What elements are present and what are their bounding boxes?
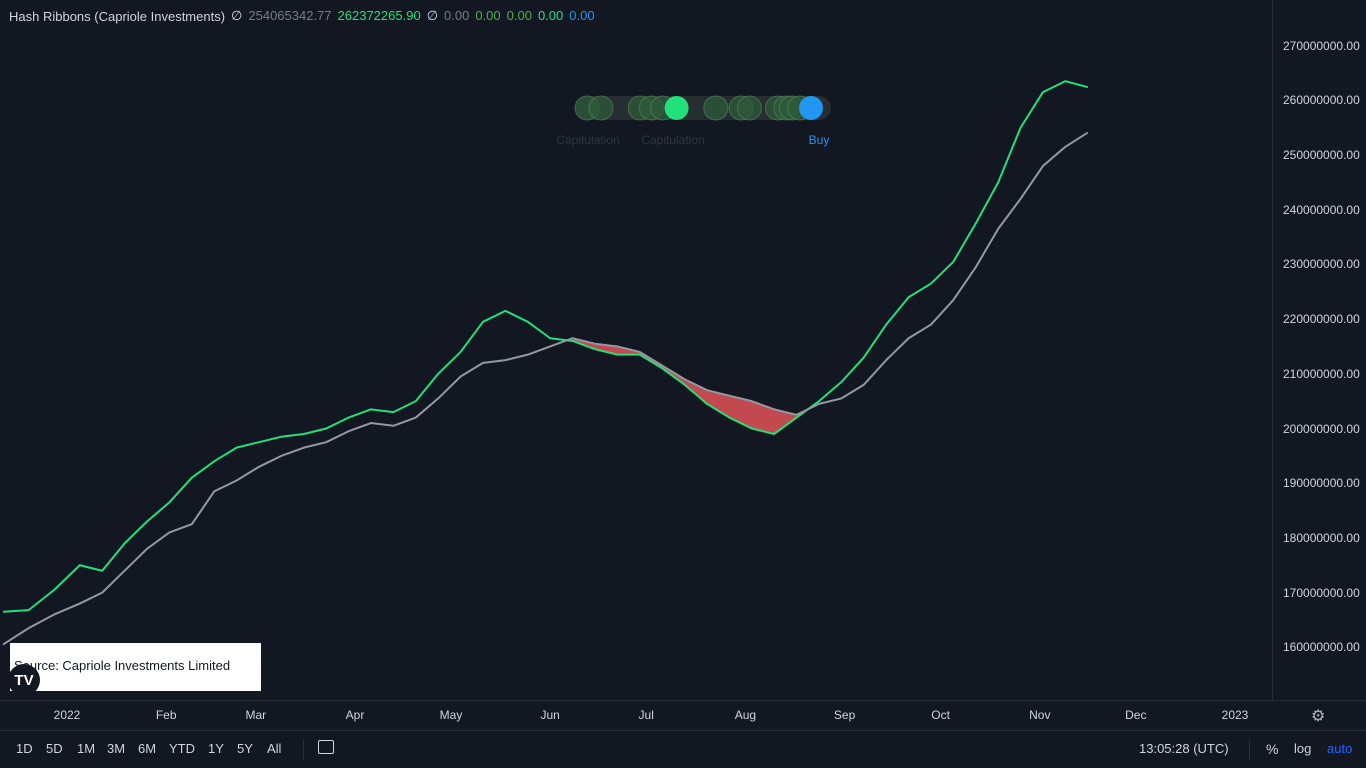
fast-series-line bbox=[2, 80, 1089, 613]
x-tick-label: Aug bbox=[734, 708, 757, 722]
bottom-toolbar: 1D 5D 1M 3M 6M YTD 1Y 5Y All 13:05:28 (UTC) % lo… bbox=[0, 730, 1366, 768]
divider bbox=[303, 739, 304, 761]
compare-date-range-icon[interactable] bbox=[318, 740, 334, 754]
x-tick-label: May bbox=[439, 708, 463, 722]
legend-value: 0.00 bbox=[537, 8, 564, 23]
signal-label: Capitulation bbox=[641, 133, 705, 147]
range-button-ytd[interactable]: YTD bbox=[169, 741, 195, 756]
auto-toggle[interactable]: auto bbox=[1327, 741, 1353, 756]
source-text: Source: Capriole Investments Limited bbox=[14, 658, 231, 673]
y-tick-label: 180000000.00 bbox=[1283, 530, 1360, 545]
signal-marker bbox=[703, 95, 729, 121]
y-tick-label: 250000000.00 bbox=[1283, 148, 1360, 162]
legend-value: ∅ bbox=[426, 8, 439, 23]
signal-label: Buy bbox=[808, 133, 830, 147]
indicator-title[interactable]: Hash Ribbons (Capriole Investments) bbox=[9, 8, 226, 24]
range-button-all[interactable]: All bbox=[267, 741, 282, 756]
y-tick-label: 170000000.00 bbox=[1283, 585, 1360, 600]
y-tick-label: 210000000.00 bbox=[1283, 366, 1360, 381]
chart-plot-area[interactable] bbox=[0, 0, 1272, 700]
capitulation-fill bbox=[572, 338, 797, 434]
y-tick-label: 160000000.00 bbox=[1283, 640, 1360, 655]
tradingview-logo-icon[interactable]: TV bbox=[8, 664, 40, 696]
signal-marker bbox=[799, 96, 823, 120]
x-tick-label: Feb bbox=[155, 708, 177, 722]
clock-time[interactable]: 13:05:28 (UTC) bbox=[1139, 741, 1229, 756]
log-toggle[interactable]: log bbox=[1294, 741, 1312, 756]
signal-label: Capitulation bbox=[556, 133, 620, 147]
divider bbox=[1249, 739, 1250, 761]
y-tick-label: 200000000.00 bbox=[1283, 421, 1360, 436]
range-button-6m[interactable]: 6M bbox=[138, 741, 157, 756]
chart-svg bbox=[2, 80, 1089, 646]
range-button-1y[interactable]: 1Y bbox=[208, 741, 224, 756]
y-tick-label: 220000000.00 bbox=[1283, 312, 1360, 327]
y-tick-label: 240000000.00 bbox=[1283, 202, 1360, 217]
x-tick-label: Dec bbox=[1125, 708, 1147, 722]
percent-toggle[interactable]: % bbox=[1266, 741, 1279, 757]
x-tick-label: Sep bbox=[833, 708, 856, 722]
y-tick-label: 230000000.00 bbox=[1283, 257, 1360, 272]
indicator-legend[interactable]: Hash Ribbons (Capriole Investments) ∅ 254… bbox=[9, 8, 595, 24]
range-button-5d[interactable]: 5D bbox=[46, 741, 63, 756]
signal-marker bbox=[588, 95, 614, 121]
x-tick-label: Apr bbox=[345, 708, 365, 722]
y-tick-label: 270000000.00 bbox=[1283, 38, 1360, 53]
legend-value: ∅ bbox=[231, 8, 243, 23]
y-tick-label: 260000000.00 bbox=[1283, 93, 1360, 108]
legend-value: 254065342.77 bbox=[248, 8, 332, 23]
x-tick-label: 2023 bbox=[1221, 708, 1249, 722]
signal-marker bbox=[736, 95, 762, 121]
slow-series-line bbox=[2, 131, 1089, 646]
x-tick-label: Mar bbox=[245, 708, 267, 722]
indicator-values: ∅ 254065342.77 262372265.90 ∅ 0.00 0.00 0.00 0.… bbox=[231, 8, 595, 24]
legend-value: 0.00 bbox=[506, 8, 532, 23]
range-button-5y[interactable]: 5Y bbox=[237, 741, 253, 756]
x-tick-label: Jun bbox=[540, 708, 560, 722]
legend-value: 262372265.90 bbox=[337, 8, 421, 23]
range-button-1m[interactable]: 1M bbox=[77, 741, 96, 756]
x-tick-label: Oct bbox=[931, 708, 950, 722]
range-button-1d[interactable]: 1D bbox=[16, 741, 33, 756]
x-tick-label: Nov bbox=[1029, 708, 1051, 722]
x-tick-label: Jul bbox=[638, 708, 654, 722]
time-axis[interactable]: ⚙ 2022 Feb Mar Apr May Jun Jul Aug Sep Oct Nov Dec 2… bbox=[0, 700, 1366, 730]
source-watermark: Source: Capriole Investments Limited bbox=[10, 643, 261, 691]
x-tick-label: 2022 bbox=[53, 708, 81, 722]
legend-value: 0.00 bbox=[569, 8, 595, 23]
price-axis[interactable]: 270000000.00 260000000.00 250000000.00 2400… bbox=[1272, 0, 1366, 700]
y-tick-label: 190000000.00 bbox=[1283, 476, 1360, 491]
range-button-3m[interactable]: 3M bbox=[107, 741, 126, 756]
legend-value: 0.00 bbox=[475, 8, 501, 23]
legend-value: 0.00 bbox=[444, 8, 470, 23]
settings-icon[interactable]: ⚙ bbox=[1311, 708, 1326, 725]
signal-marker bbox=[664, 96, 689, 120]
tradingview-logo-text: TV bbox=[14, 671, 34, 689]
